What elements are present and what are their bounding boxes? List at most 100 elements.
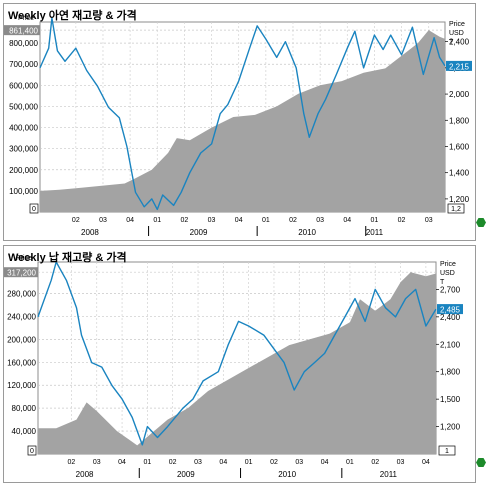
right-tick-label: 2,400 — [440, 313, 461, 322]
zinc-chart: 100,000 200,000 300,000 400,000 500,000 600,0… — [4, 15, 472, 237]
y-tick-label: 300,000 — [9, 145, 38, 154]
price-line — [37, 261, 437, 446]
year-label: 2011 — [380, 470, 398, 479]
last-price-label: 2,215 — [449, 62, 470, 71]
year-label: 2009 — [177, 470, 195, 479]
year-label: 2010 — [298, 228, 316, 237]
left-axis-label: Price — [18, 15, 34, 22]
last-stock-box — [2, 267, 38, 278]
chart-title: Weekly 납 재고량 & 가격 — [8, 252, 127, 264]
right-tick-label: 2,000 — [449, 90, 470, 99]
right-bottom-box — [447, 203, 465, 214]
hexagon-icon[interactable] — [476, 218, 486, 227]
x-tick-label: 02 — [398, 217, 406, 224]
x-tick-label: 03 — [425, 217, 433, 224]
year-label: 2008 — [76, 470, 94, 479]
x-tick-label: 04 — [118, 459, 126, 466]
x-tick-label: 02 — [289, 217, 297, 224]
y-tick-label: 280,000 — [7, 290, 36, 299]
lead-chart-panel: 40,000 80,000 120,000 160,000 200,000 240,000… — [2, 245, 476, 483]
x-tick-label: 04 — [343, 217, 351, 224]
last-stock-label: 317,200 — [7, 269, 36, 278]
right-axis-label: Price — [449, 21, 465, 28]
x-tick-label: 01 — [371, 217, 379, 224]
x-tick-label: 04 — [219, 459, 227, 466]
y-tick-label: 500,000 — [9, 102, 38, 111]
right-tick-label: 2,100 — [440, 340, 461, 349]
y-tick-label: 240,000 — [7, 312, 36, 321]
x-tick-label: 04 — [422, 459, 430, 466]
right-tick-label: 1,800 — [449, 116, 470, 125]
stock-area — [40, 30, 445, 212]
x-tick-label: 02 — [68, 459, 76, 466]
x-tick-label: 02 — [371, 459, 379, 466]
right-tick-label: 1,800 — [440, 368, 461, 377]
year-label: 2010 — [278, 470, 296, 479]
right-bottom-label: 1 — [445, 448, 449, 455]
year-label: 2009 — [190, 228, 208, 237]
y-zero-label: 0 — [30, 448, 34, 455]
right-tick-label: 2,400 — [449, 38, 470, 47]
x-tick-label: 02 — [72, 217, 80, 224]
y-tick-label: 700,000 — [9, 60, 38, 69]
y-tick-label: 200,000 — [9, 166, 38, 175]
y-zero-label: 0 — [32, 206, 36, 213]
x-tick-label: 04 — [235, 217, 243, 224]
x-tick-label: 03 — [397, 459, 405, 466]
right-axis-label: USD — [449, 30, 464, 37]
stock-area — [38, 272, 436, 454]
x-tick-label: 01 — [262, 217, 270, 224]
x-tick-label: 04 — [321, 459, 329, 466]
right-tick-label: 1,600 — [449, 142, 470, 151]
y-tick-label: 800,000 — [9, 39, 38, 48]
x-tick-label: 03 — [99, 217, 107, 224]
y-tick-label: 160,000 — [7, 358, 36, 367]
y-tick-label: 200,000 — [7, 335, 36, 344]
right-tick-label: 1,200 — [449, 195, 470, 204]
left-axis-label: Price — [16, 255, 32, 262]
price-line — [39, 17, 446, 211]
last-stock-label: 861,400 — [9, 27, 38, 36]
x-tick-label: 01 — [346, 459, 354, 466]
x-tick-label: 02 — [181, 217, 189, 224]
x-tick-label: 03 — [316, 217, 324, 224]
zinc-chart-panel: 100,000 200,000 300,000 400,000 500,000 600,0… — [3, 3, 476, 241]
y-tick-label: 40,000 — [12, 427, 37, 436]
chart-title: Weekly 아연 재고량 & 가격 — [8, 10, 137, 22]
x-tick-label: 01 — [153, 217, 161, 224]
y-tick-label: 120,000 — [7, 381, 36, 390]
x-tick-label: 03 — [194, 459, 202, 466]
last-price-box — [446, 60, 472, 71]
right-axis-label: T — [440, 279, 445, 286]
x-tick-label: 04 — [126, 217, 134, 224]
y-tick-label: 100,000 — [9, 187, 38, 196]
x-tick-label: 03 — [295, 459, 303, 466]
right-tick-label: 1,200 — [440, 423, 461, 432]
y-tick-label: 600,000 — [9, 81, 38, 90]
x-tick-label: 03 — [93, 459, 101, 466]
right-tick-label: 1,400 — [449, 169, 470, 178]
year-label: 2011 — [366, 228, 384, 237]
right-bottom-label: 1,2 — [451, 206, 461, 213]
right-axis-label: Price — [440, 261, 456, 268]
right-bottom-box — [438, 445, 456, 456]
year-label: 2008 — [81, 228, 99, 237]
y-tick-label: 80,000 — [12, 404, 37, 413]
zero-box — [27, 445, 37, 456]
last-stock-box — [4, 25, 40, 36]
right-tick-label: 2,700 — [440, 285, 461, 294]
hexagon-icon[interactable] — [476, 458, 486, 467]
x-tick-label: 01 — [245, 459, 253, 466]
right-axis-label: USD — [440, 270, 455, 277]
x-tick-label: 01 — [143, 459, 151, 466]
x-tick-label: 03 — [208, 217, 216, 224]
zero-box — [29, 203, 39, 214]
lead-chart: 40,000 80,000 120,000 160,000 200,000 240,000… — [2, 255, 463, 479]
x-tick-label: 02 — [270, 459, 278, 466]
last-price-label: 2,485 — [440, 306, 461, 315]
x-tick-label: 02 — [169, 459, 177, 466]
right-axis-label: T — [449, 39, 454, 46]
last-price-box — [437, 304, 463, 315]
right-tick-label: 1,500 — [440, 395, 461, 404]
